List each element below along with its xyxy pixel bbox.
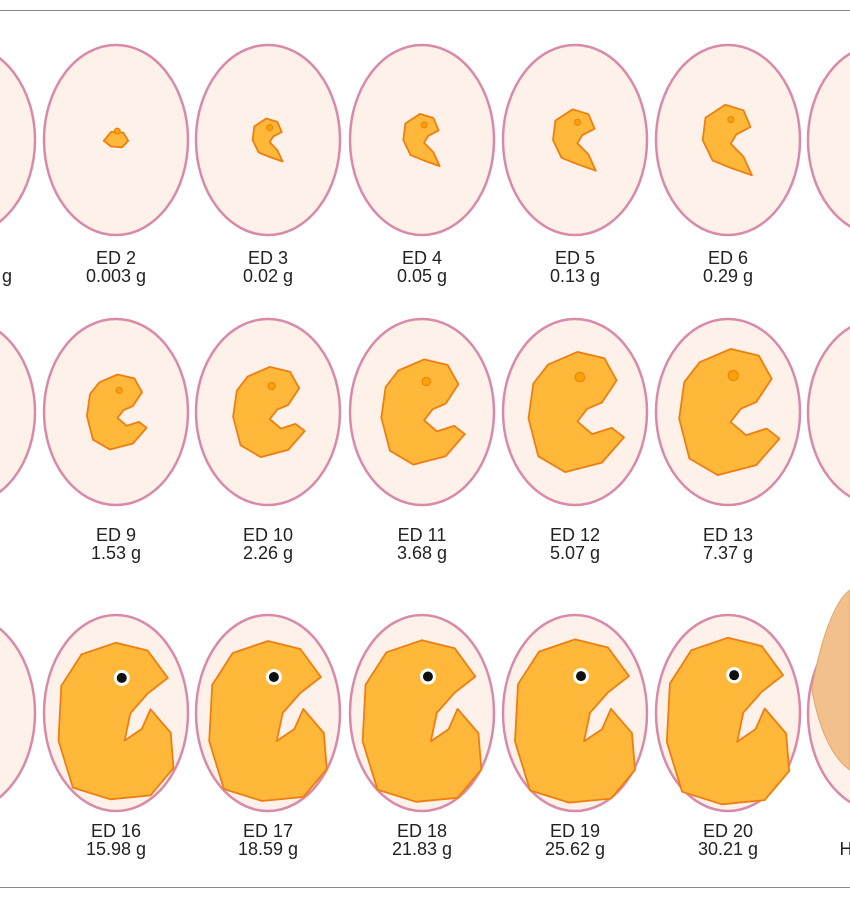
egg-stage — [0, 56, 37, 224]
embryo — [514, 638, 636, 804]
stage-weight-label: g — [2, 266, 12, 286]
stage-weight-label: 5.07 g — [550, 543, 600, 563]
stage-weight-label: 30.21 g — [698, 839, 758, 859]
egg-stage — [806, 52, 850, 228]
stage-day-label: ED 6 — [708, 248, 748, 268]
stage-weight-label: 18.59 g — [238, 839, 298, 859]
stage-weight-label: H — [840, 839, 850, 859]
egg-stage — [194, 613, 342, 813]
stage-day-label: ED 12 — [550, 525, 600, 545]
stage-weight-label: 0.003 g — [86, 266, 146, 286]
embryo-eye — [575, 671, 586, 682]
egg-shell — [0, 627, 37, 799]
stage-day-label: ED 4 — [402, 248, 442, 268]
stage-day-label: ED 20 — [703, 821, 753, 841]
frame-bottom-line — [0, 887, 850, 888]
egg-stage — [348, 43, 496, 237]
egg-stage — [501, 317, 649, 507]
stage-day-label: ED 2 — [96, 248, 136, 268]
egg-stage — [42, 43, 190, 237]
egg-stage — [654, 613, 802, 813]
embryo — [208, 640, 328, 802]
embryo-eye — [420, 121, 428, 129]
egg-stage — [194, 43, 342, 237]
stage-day-label: ED 19 — [550, 821, 600, 841]
egg-stage — [348, 317, 496, 507]
embryo-eye — [574, 371, 586, 383]
egg-stage — [194, 317, 342, 507]
stage-weight-label: 15.98 g — [86, 839, 146, 859]
egg-stage — [654, 317, 802, 507]
stage-day-label: ED 10 — [243, 525, 293, 545]
egg-stage — [42, 613, 190, 813]
embryo — [57, 641, 175, 801]
embryo-eye — [115, 386, 123, 394]
stage-weight-label: 25.62 g — [545, 839, 605, 859]
embryo-eye — [267, 381, 276, 391]
embryo — [102, 131, 130, 149]
egg-shell — [806, 326, 850, 498]
stage-day-label: ED 11 — [398, 525, 447, 545]
chick-photo — [811, 589, 850, 771]
stage-day-label: ED 5 — [555, 248, 595, 268]
egg-stage — [0, 627, 37, 799]
egg-stage — [654, 43, 802, 237]
egg-stage — [806, 326, 850, 498]
stage-day-label: ED 3 — [248, 248, 288, 268]
embryo — [232, 366, 306, 458]
embryo — [380, 358, 466, 466]
stage-day-label: ED 18 — [397, 821, 447, 841]
stage-weight-label: 2.26 g — [243, 543, 293, 563]
embryo — [678, 348, 781, 476]
embryo-eye — [729, 670, 740, 681]
egg-stage — [806, 589, 850, 804]
egg-shell — [0, 330, 37, 494]
stage-weight-label: 0.02 g — [243, 266, 293, 286]
stage-weight-label: 21.83 g — [392, 839, 452, 859]
embryo-eye — [421, 376, 431, 387]
egg-stage — [348, 613, 496, 813]
embryo — [665, 636, 791, 806]
frame-top-line — [0, 10, 850, 11]
stage-weight-label: 1.53 g — [91, 543, 141, 563]
embryo-eye — [268, 672, 279, 683]
stage-day-label: ED 16 — [91, 821, 141, 841]
stage-weight-label: 7.37 g — [703, 543, 753, 563]
embryo-eye — [266, 124, 274, 132]
embryo-eye — [116, 672, 127, 683]
egg-stage — [501, 43, 649, 237]
embryo — [552, 108, 597, 172]
stage-weight-label: 3.68 g — [397, 543, 447, 563]
embryo — [361, 639, 483, 803]
embryo-eye — [113, 127, 121, 135]
stage-day-label: ED 9 — [96, 525, 136, 545]
embryo — [402, 113, 441, 167]
egg-shell — [0, 56, 37, 224]
stage-weight-label: 0.05 g — [397, 266, 447, 286]
egg-shell — [806, 52, 850, 228]
embryo — [527, 351, 625, 473]
stage-day-label: ED 17 — [243, 821, 293, 841]
egg-stage — [0, 330, 37, 494]
embryo-eye — [422, 671, 433, 682]
embryo — [251, 117, 284, 163]
stage-weight-label: 0.13 g — [550, 266, 600, 286]
embryo-eye — [573, 118, 581, 126]
egg-stage — [42, 317, 190, 507]
embryo — [701, 103, 753, 177]
embryo-eye — [727, 116, 735, 124]
stage-day-label: ED 13 — [703, 525, 753, 545]
embryo — [86, 373, 148, 451]
embryo-eye — [727, 369, 739, 382]
stage-weight-label: 0.29 g — [703, 266, 753, 286]
egg-stage — [501, 613, 649, 813]
